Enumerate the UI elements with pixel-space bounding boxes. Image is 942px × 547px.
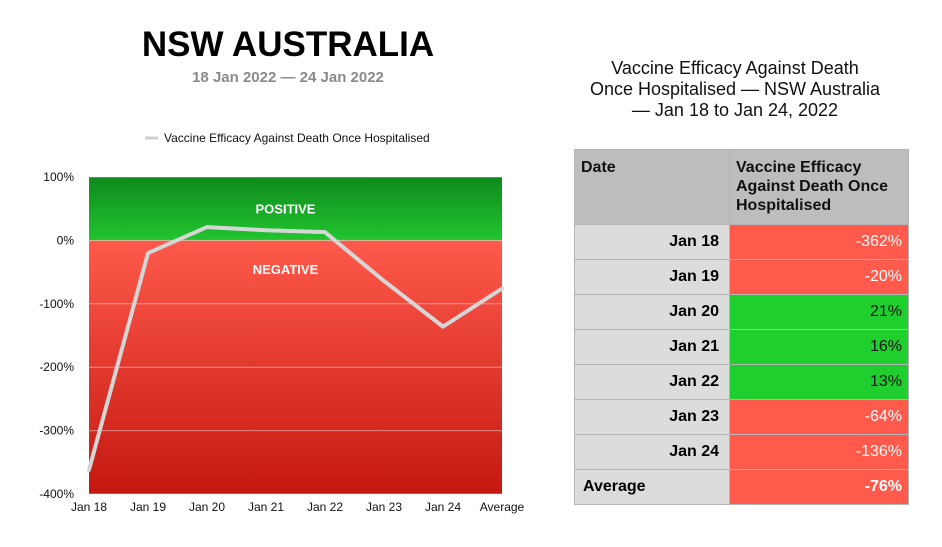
efficacy-value-cell: -20%: [729, 259, 909, 295]
data-point: [88, 469, 90, 471]
data-point: [383, 280, 385, 282]
date-cell: Jan 23: [574, 399, 730, 435]
negative-zone: [89, 240, 502, 494]
date-cell: Jan 20: [574, 294, 730, 330]
data-point: [442, 326, 444, 328]
efficacy-value-cell: -76%: [729, 469, 909, 505]
table-title-line: — Jan 18 to Jan 24, 2022: [631, 100, 839, 120]
y-tick-label: -200%: [39, 360, 74, 374]
date-cell: Jan 22: [574, 364, 730, 400]
efficacy-table: Date Vaccine Efficacy Against Death Once…: [574, 149, 909, 505]
plot-area: POSITIVE NEGATIVE: [87, 176, 504, 495]
x-tick-label: Jan 20: [189, 500, 225, 514]
x-tick-label: Jan 22: [307, 500, 343, 514]
date-column-header: Date: [574, 149, 730, 225]
table-row: Jan 22 13%: [574, 364, 909, 400]
date-cell: Jan 24: [574, 434, 730, 470]
efficacy-value-cell: -64%: [729, 399, 909, 435]
y-tick-label: 0%: [57, 233, 75, 247]
y-tick-label: -100%: [39, 297, 74, 311]
positive-zone-label: POSITIVE: [256, 202, 316, 217]
table-row: Jan 19 -20%: [574, 259, 909, 295]
negative-zone-label: NEGATIVE: [253, 262, 319, 277]
x-tick-label: Jan 21: [248, 500, 284, 514]
x-tick-label: Average: [480, 500, 525, 514]
data-point: [206, 226, 208, 228]
efficacy-value-cell: 16%: [729, 329, 909, 365]
data-point: [501, 288, 503, 290]
table-title-line: Vaccine Efficacy Against Death: [611, 58, 859, 78]
table-row: Jan 24 -136%: [574, 434, 909, 470]
x-tick-label: Jan 19: [130, 500, 166, 514]
table-row: Jan 20 21%: [574, 294, 909, 330]
data-point: [324, 231, 326, 233]
data-point: [147, 252, 149, 254]
table-title-line: Once Hospitalised — NSW Australia: [589, 79, 881, 99]
table-header-row: Date Vaccine Efficacy Against Death Once…: [574, 149, 909, 225]
y-tick-label: -300%: [39, 424, 74, 438]
table-average-row: Average -76%: [574, 469, 909, 505]
y-axis: 100% 0% -100% -200% -300% -400%: [39, 170, 74, 501]
x-tick-label: Jan 23: [366, 500, 402, 514]
x-tick-label: Jan 18: [71, 500, 107, 514]
table-title: Vaccine Efficacy Against Death Once Hosp…: [560, 58, 910, 121]
x-tick-label: Jan 24: [425, 500, 461, 514]
y-tick-label: -400%: [39, 487, 74, 501]
date-cell: Jan 18: [574, 224, 730, 260]
efficacy-value-cell: 13%: [729, 364, 909, 400]
date-cell: Jan 19: [574, 259, 730, 295]
date-cell: Average: [574, 469, 730, 505]
data-point: [265, 229, 267, 231]
x-axis: Jan 18 Jan 19 Jan 20 Jan 21 Jan 22 Jan 23 Jan …: [71, 500, 525, 514]
efficacy-chart: NSW AUSTRALIA 18 Jan 2022 — 24 Jan 2022 …: [39, 25, 525, 514]
efficacy-value-cell: 21%: [729, 294, 909, 330]
y-tick-label: 100%: [43, 170, 74, 184]
efficacy-value-cell: -362%: [729, 224, 909, 260]
table-row: Jan 18 -362%: [574, 224, 909, 260]
efficacy-column-header: Vaccine Efficacy Against Death Once Hosp…: [729, 149, 909, 225]
table-row: Jan 21 16%: [574, 329, 909, 365]
page-subtitle: 18 Jan 2022 — 24 Jan 2022: [192, 69, 384, 86]
page-title: NSW AUSTRALIA: [142, 25, 434, 64]
date-cell: Jan 21: [574, 329, 730, 365]
table-row: Jan 23 -64%: [574, 399, 909, 435]
chart-legend: Vaccine Efficacy Against Death Once Hosp…: [145, 131, 430, 145]
legend-label: Vaccine Efficacy Against Death Once Hosp…: [164, 131, 430, 145]
efficacy-value-cell: -136%: [729, 434, 909, 470]
series-line: [87, 225, 504, 472]
